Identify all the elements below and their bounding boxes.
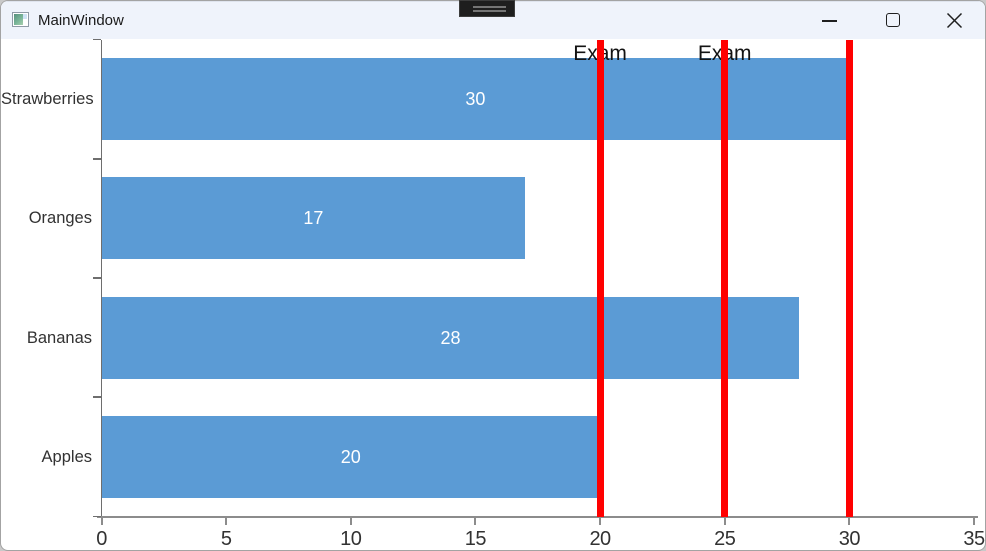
x-tick-label: 25 xyxy=(714,527,736,550)
maximize-button[interactable] xyxy=(869,1,915,39)
minimize-button[interactable] xyxy=(806,1,852,39)
y-axis-tick xyxy=(93,38,101,41)
y-axis-tick xyxy=(93,515,101,518)
x-axis-tick xyxy=(100,516,103,525)
bar-apples xyxy=(102,415,601,498)
x-tick-label: 5 xyxy=(220,527,232,550)
maximize-icon xyxy=(886,13,900,27)
x-axis-tick xyxy=(973,516,975,525)
close-button[interactable] xyxy=(932,1,978,39)
pill-grip-line xyxy=(473,10,506,12)
app-icon-art xyxy=(14,14,23,25)
x-tick-label: 30 xyxy=(838,527,861,550)
annotation-line-20 xyxy=(596,39,604,517)
x-axis-tick xyxy=(848,516,851,525)
app-icon-art-corner xyxy=(23,14,27,19)
bar-value-label: 30 xyxy=(465,89,486,110)
y-axis-label-strawberries: Strawberries xyxy=(1,90,94,109)
y-axis-label-apples: Apples xyxy=(41,447,92,466)
bar-value-label: 20 xyxy=(340,446,361,467)
x-tick-label: 20 xyxy=(589,527,611,550)
y-axis-tick xyxy=(93,277,101,279)
x-axis-tick xyxy=(599,516,602,525)
y-axis-label-oranges: Oranges xyxy=(28,209,92,228)
y-axis-spine xyxy=(100,39,103,517)
x-axis-tick xyxy=(225,516,228,525)
window-title: MainWindow xyxy=(38,12,124,29)
pill-grip-line xyxy=(473,6,506,8)
bar-bananas xyxy=(102,296,800,379)
x-tick-label: 35 xyxy=(963,527,985,550)
x-tick-label: 0 xyxy=(96,527,107,550)
y-axis-tick xyxy=(93,396,101,399)
close-icon xyxy=(946,12,963,29)
x-axis-tick xyxy=(474,516,477,525)
annotation-label-strip: ExamExam xyxy=(1,40,985,64)
bar-value-label: 28 xyxy=(440,327,461,348)
y-axis-label-bananas: Bananas xyxy=(26,328,92,347)
annotation-line-30 xyxy=(845,39,853,517)
x-axis-line xyxy=(97,515,978,518)
minimize-icon xyxy=(822,20,837,22)
bar-oranges xyxy=(102,177,526,260)
screen-share-pill[interactable] xyxy=(459,0,515,17)
x-axis-tick xyxy=(723,516,726,525)
bar-value-label: 17 xyxy=(303,208,324,229)
x-axis-tick xyxy=(349,516,352,525)
annotation-line-25 xyxy=(721,39,729,517)
x-tick-label: 10 xyxy=(340,527,362,550)
x-tick-label: 15 xyxy=(464,527,487,550)
y-axis-tick xyxy=(93,157,101,160)
app-icon xyxy=(12,12,29,27)
